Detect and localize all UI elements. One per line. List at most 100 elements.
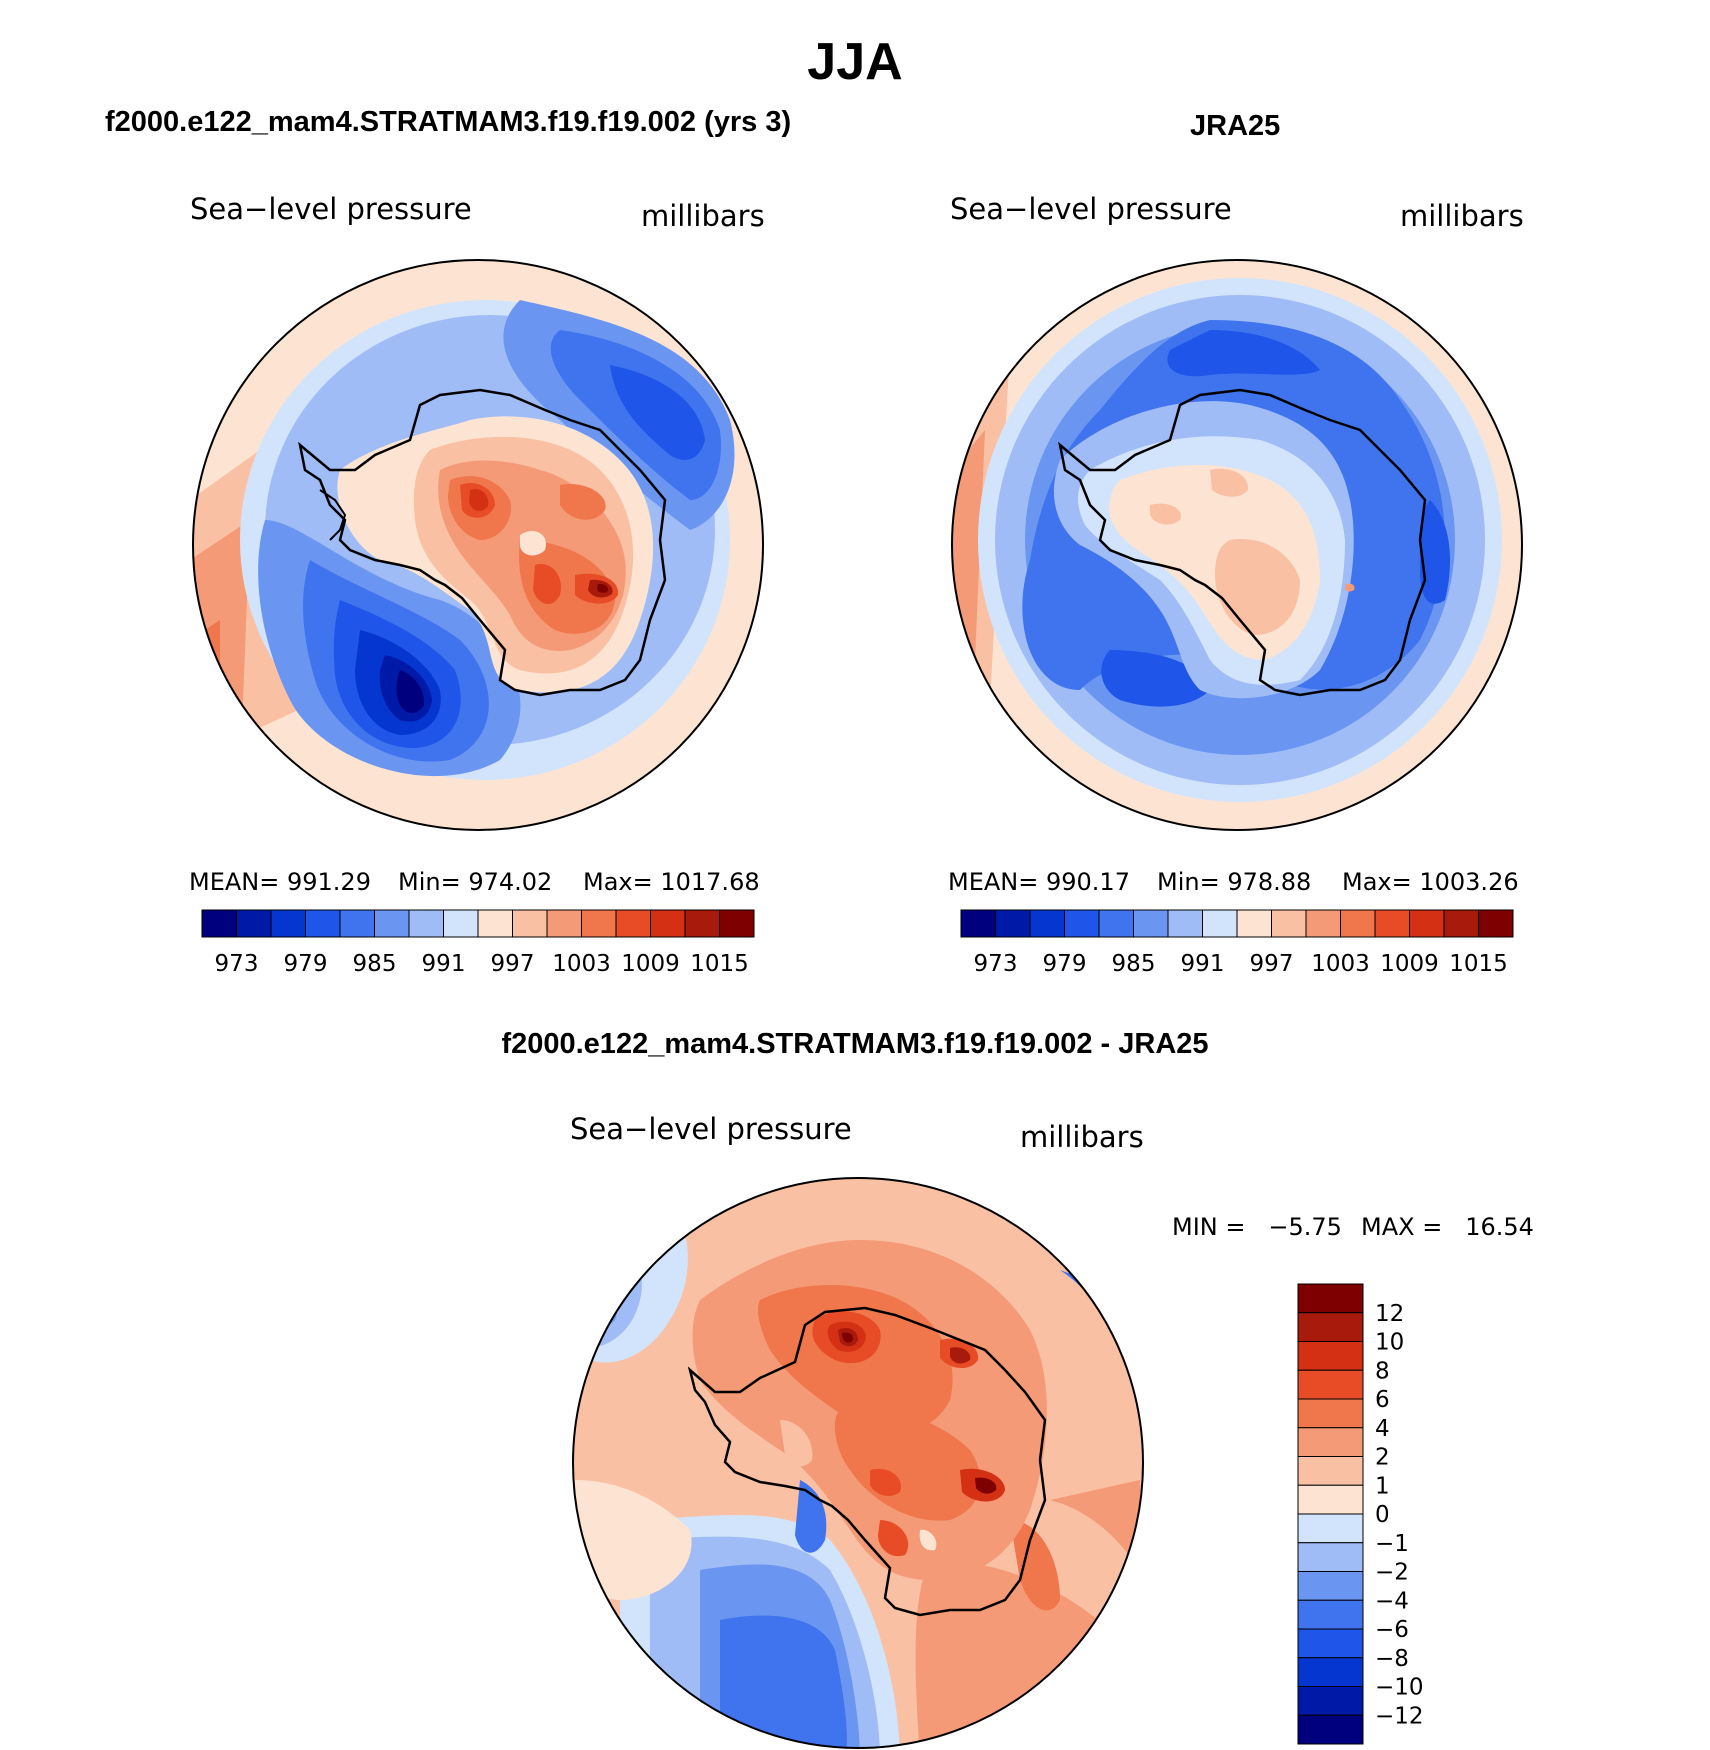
panel3-colorbar-swatch bbox=[1297, 1542, 1364, 1572]
panel3-colorbar-tick-label: 0 bbox=[1375, 1502, 1390, 1528]
panel3-colorbar-swatch bbox=[1297, 1398, 1364, 1429]
panel1-map-border bbox=[192, 259, 764, 831]
panel1-colorbar-swatch bbox=[581, 909, 617, 938]
panel3-units-label: millibars bbox=[1020, 1120, 1144, 1154]
panel3-colorbar-swatch bbox=[1297, 1571, 1364, 1601]
panel2-map-border bbox=[951, 259, 1523, 831]
panel2-units-label: millibars bbox=[1400, 199, 1524, 233]
panel1-colorbar-swatch bbox=[374, 909, 410, 938]
panel3-colorbar-swatch bbox=[1297, 1283, 1364, 1314]
panel1-max: Max= 1017.68 bbox=[583, 868, 760, 896]
panel2-colorbar-swatch bbox=[1305, 909, 1341, 938]
panel2-colorbar-swatch bbox=[1271, 909, 1307, 938]
panel3-colorbar-tick-label: 12 bbox=[1375, 1301, 1404, 1327]
panel2-colorbar-tick-label: 979 bbox=[1043, 951, 1087, 977]
panel2-colorbar-swatch bbox=[1029, 909, 1065, 938]
panel3-colorbar-tick-label: 6 bbox=[1375, 1387, 1390, 1413]
panel1-colorbar-swatch bbox=[650, 909, 686, 938]
panel3-colorbar-tick-label: 4 bbox=[1375, 1416, 1390, 1442]
panel3-colorbar-tick-label: −8 bbox=[1375, 1646, 1409, 1672]
panel3-colorbar-swatch bbox=[1297, 1484, 1364, 1515]
panel1-colorbar-swatch bbox=[512, 909, 548, 938]
panel2-colorbar-swatch bbox=[1098, 909, 1134, 938]
panel2-min: Min= 978.88 bbox=[1157, 868, 1312, 896]
panel2-colorbar-swatch bbox=[1202, 909, 1238, 938]
panel3-colorbar-tick-label: −12 bbox=[1375, 1703, 1424, 1729]
panel1-colorbar-swatch bbox=[615, 909, 651, 938]
panel1-colorbar-tick-label: 1015 bbox=[690, 951, 749, 977]
panel2-title: JRA25 bbox=[1190, 110, 1281, 142]
panel2-colorbar-tick-label: 1003 bbox=[1311, 951, 1370, 977]
panel1-colorbar-swatch bbox=[477, 909, 513, 938]
panel1-variable-label: Sea−level pressure bbox=[190, 192, 472, 226]
panel2-colorbar-tick-label: 973 bbox=[974, 951, 1018, 977]
panel3-colorbar-tick-label: 1 bbox=[1375, 1473, 1390, 1499]
panel3-colorbar-tick-label: −4 bbox=[1375, 1588, 1409, 1614]
panel2-colorbar-tick-label: 991 bbox=[1181, 951, 1225, 977]
panel2-colorbar: 973 979 985 991 997 1003 1009 1015 bbox=[960, 909, 1514, 977]
panel1-colorbar-swatch bbox=[684, 909, 720, 938]
panel2-variable-label: Sea−level pressure bbox=[950, 192, 1232, 226]
panel1-mean: MEAN= 991.29 bbox=[189, 868, 371, 896]
panel2-colorbar-tick-label: 997 bbox=[1250, 951, 1294, 977]
panel3-colorbar-swatch bbox=[1297, 1369, 1364, 1400]
panel1-colorbar-swatch bbox=[719, 909, 755, 938]
panel3-min: MIN = −5.75 bbox=[1172, 1213, 1342, 1241]
panel1-colorbar-swatch bbox=[408, 909, 444, 938]
panel2-colorbar-swatch bbox=[1167, 909, 1203, 938]
panel3-colorbar-swatch bbox=[1297, 1599, 1364, 1630]
panel1-colorbar-swatch bbox=[546, 909, 582, 938]
panel3-colorbar-tick-label: −2 bbox=[1375, 1560, 1409, 1586]
panel2-map bbox=[952, 260, 1522, 830]
panel1-colorbar-tick-label: 1009 bbox=[621, 951, 680, 977]
panel2-mean: MEAN= 990.17 bbox=[948, 868, 1130, 896]
panel2-colorbar-swatch bbox=[1340, 909, 1376, 938]
panel2-colorbar-swatch bbox=[995, 909, 1031, 938]
page-title: JJA bbox=[807, 33, 903, 91]
panel1-colorbar-swatch bbox=[270, 909, 306, 938]
panel1-colorbar-swatch bbox=[305, 909, 341, 938]
panel2-colorbar-swatch bbox=[1478, 909, 1514, 938]
panel1-units-label: millibars bbox=[641, 199, 765, 233]
panel1-colorbar-swatch bbox=[201, 909, 237, 938]
panel2-colorbar-swatch bbox=[1133, 909, 1169, 938]
panel3-colorbar-swatch bbox=[1297, 1513, 1364, 1544]
panel3-colorbar-swatch bbox=[1297, 1312, 1364, 1342]
panel2-colorbar-tick-label: 1009 bbox=[1380, 951, 1439, 977]
panel2-colorbar-swatch bbox=[1374, 909, 1410, 938]
panel2-colorbar-swatch bbox=[1409, 909, 1445, 938]
panel3-colorbar-tick-label: 8 bbox=[1375, 1358, 1390, 1384]
panel3-map-border bbox=[572, 1177, 1144, 1749]
panel1-colorbar-tick-label: 979 bbox=[284, 951, 328, 977]
panel1-colorbar-swatch bbox=[236, 909, 272, 938]
panel3-colorbar-swatch bbox=[1297, 1341, 1364, 1371]
panel3-colorbar-tick-label: 10 bbox=[1375, 1330, 1404, 1356]
panel2-colorbar-swatch bbox=[1064, 909, 1100, 938]
panel1-colorbar-tick-label: 985 bbox=[353, 951, 397, 977]
panel3-colorbar-swatch bbox=[1297, 1714, 1364, 1745]
panel1-colorbar-tick-label: 997 bbox=[491, 951, 535, 977]
panel1-colorbar: 973 979 985 991 997 1003 1009 1015 bbox=[201, 909, 755, 977]
panel1-colorbar-swatch bbox=[443, 909, 479, 938]
panel3-colorbar-swatch bbox=[1297, 1657, 1364, 1687]
panel2-colorbar-tick-label: 1015 bbox=[1449, 951, 1508, 977]
panel3-colorbar-swatch bbox=[1297, 1427, 1364, 1457]
panel2-colorbar-swatch bbox=[1236, 909, 1272, 938]
panel3-variable-label: Sea−level pressure bbox=[570, 1112, 852, 1146]
panel2-max: Max= 1003.26 bbox=[1342, 868, 1519, 896]
panel3-colorbar-tick-label: 2 bbox=[1375, 1445, 1390, 1471]
panel2-colorbar-swatch bbox=[960, 909, 996, 938]
panel1-title: f2000.e122_mam4.STRATMAM3.f19.f19.002 (y… bbox=[105, 106, 792, 138]
panel1-colorbar-tick-label: 1003 bbox=[552, 951, 611, 977]
panel3-colorbar-swatch bbox=[1297, 1686, 1364, 1716]
panel1-colorbar-swatch bbox=[339, 909, 375, 938]
panel1-map bbox=[193, 260, 763, 830]
panel3-colorbar-tick-label: −1 bbox=[1375, 1531, 1409, 1557]
panel3-colorbar-tick-label: −10 bbox=[1375, 1675, 1424, 1701]
panel1-colorbar-tick-label: 991 bbox=[422, 951, 466, 977]
panel1-colorbar-tick-label: 973 bbox=[215, 951, 259, 977]
panel3-title: f2000.e122_mam4.STRATMAM3.f19.f19.002 - … bbox=[501, 1028, 1209, 1060]
panel3-colorbar-swatch bbox=[1297, 1456, 1364, 1486]
